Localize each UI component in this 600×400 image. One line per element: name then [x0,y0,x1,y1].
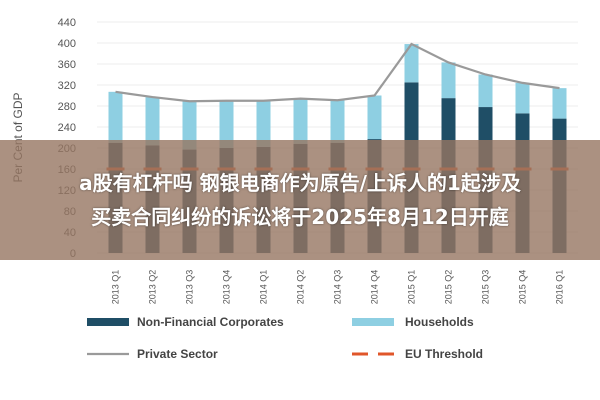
y-tick-label: 360 [58,59,76,71]
bar-households [256,100,271,147]
x-tick-label: 2015 Q1 [407,270,417,305]
private-sector-line [115,42,560,103]
legend-swatch-bar [87,318,129,326]
x-tick-label: 2016 Q1 [555,270,565,305]
bar-households [330,100,345,143]
headline-overlay: a股有杠杆吗 钢银电商作为原告/上诉人的1起涉及 买卖合同纠纷的诉讼将于2025… [0,140,600,260]
bar-households [478,74,493,108]
bar-households [108,91,123,143]
bar-households [441,62,456,99]
legend-label: Households [405,315,474,329]
x-tick-label: 2013 Q4 [222,270,232,305]
x-tick-label: 2013 Q3 [185,270,195,305]
bar-households [145,97,160,146]
legend-label: Private Sector [137,347,218,361]
bar-households [219,100,234,148]
bar-households [182,101,197,150]
x-tick-label: 2015 Q4 [518,270,528,305]
y-tick-label: 320 [58,80,76,92]
x-tick-label: 2014 Q3 [333,270,343,305]
bar-households [367,95,382,140]
x-tick-label: 2013 Q1 [111,270,121,305]
x-tick-label: 2014 Q2 [296,270,306,305]
legend-label: Non-Financial Corporates [137,315,284,329]
bar-households [552,88,567,119]
bar-households [515,82,530,114]
x-tick-label: 2015 Q3 [481,270,491,305]
x-tick-label: 2013 Q2 [148,270,158,305]
y-tick-label: 400 [58,38,76,50]
x-tick-label: 2014 Q1 [259,270,269,305]
x-tick-label: 2015 Q2 [444,270,454,305]
headline-line-2: 买卖合同纠纷的诉讼将于2025年8月12日开庭 [91,205,509,229]
x-tick-label: 2014 Q4 [370,270,380,305]
legend-swatch-bar [352,318,394,326]
legend-label: EU Threshold [405,347,483,361]
y-tick-label: 440 [58,17,76,29]
bar-households [293,98,308,144]
headline-line-1: a股有杠杆吗 钢银电商作为原告/上诉人的1起涉及 [79,171,521,195]
bar-households [404,44,419,83]
y-tick-label: 280 [58,101,76,113]
y-tick-label: 240 [58,122,76,134]
